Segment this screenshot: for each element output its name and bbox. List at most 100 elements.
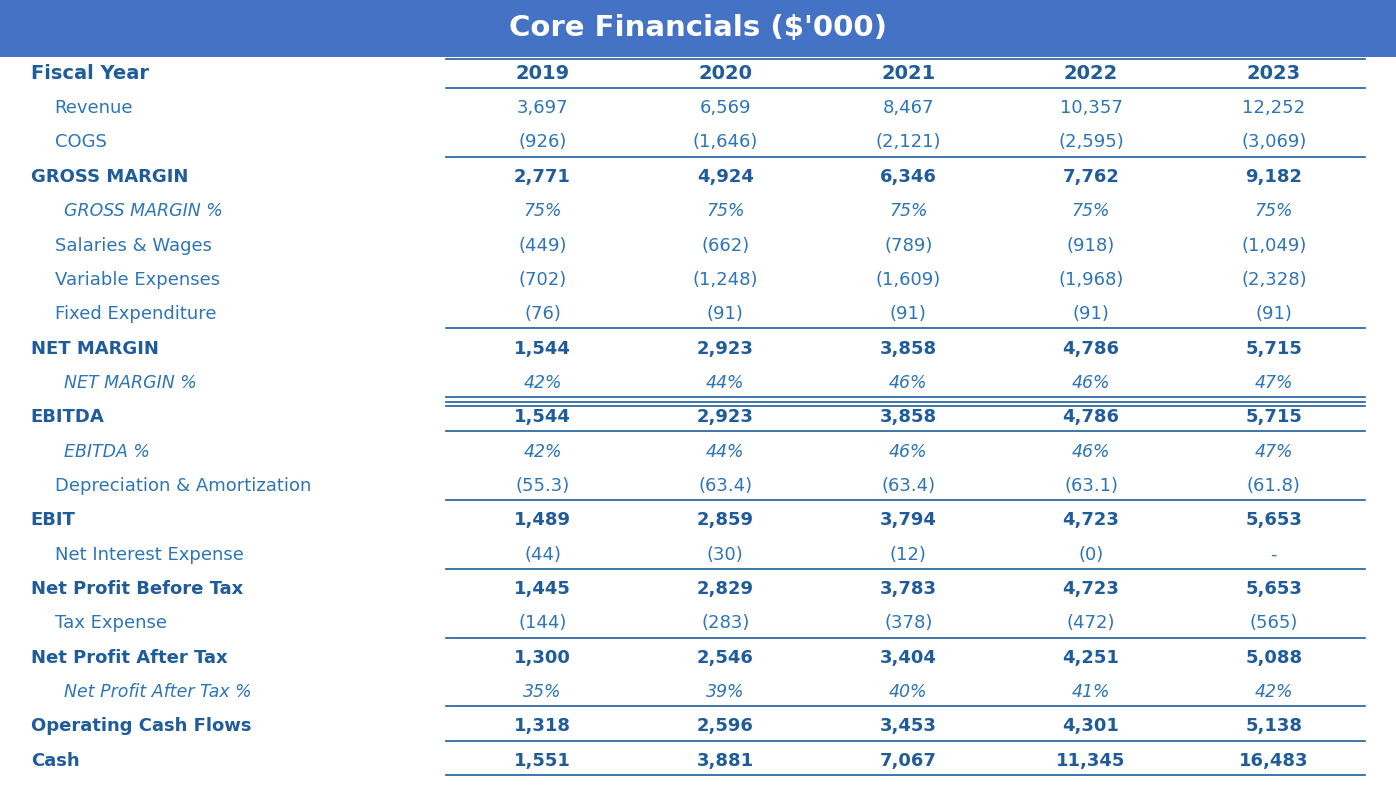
Text: (44): (44): [524, 545, 561, 564]
Text: 2,859: 2,859: [697, 512, 754, 529]
Text: (91): (91): [889, 305, 927, 323]
Text: 1,318: 1,318: [514, 718, 571, 736]
Text: 47%: 47%: [1255, 374, 1293, 392]
Text: 1,489: 1,489: [514, 512, 571, 529]
Text: 10,357: 10,357: [1060, 99, 1122, 117]
Text: 7,067: 7,067: [879, 752, 937, 769]
Text: (63.4): (63.4): [698, 477, 752, 495]
Text: 75%: 75%: [889, 202, 927, 220]
Text: 42%: 42%: [1255, 683, 1293, 701]
Text: (918): (918): [1067, 237, 1115, 255]
Text: 3,783: 3,783: [879, 580, 937, 598]
Text: (91): (91): [706, 305, 744, 323]
Text: 4,251: 4,251: [1062, 648, 1120, 667]
Text: 46%: 46%: [1072, 443, 1110, 461]
Text: (662): (662): [701, 237, 750, 255]
Text: (91): (91): [1072, 305, 1110, 323]
Text: 3,453: 3,453: [879, 718, 937, 736]
Text: 3,794: 3,794: [879, 512, 937, 529]
Text: 1,544: 1,544: [514, 408, 571, 426]
Text: 42%: 42%: [524, 443, 561, 461]
Text: Core Financials ($'000): Core Financials ($'000): [510, 14, 886, 42]
Text: 2,771: 2,771: [514, 168, 571, 185]
Text: (472): (472): [1067, 615, 1115, 633]
Text: -: -: [1270, 545, 1277, 564]
Text: (63.4): (63.4): [881, 477, 935, 495]
Text: 1,544: 1,544: [514, 340, 571, 358]
Text: Fixed Expenditure: Fixed Expenditure: [54, 305, 216, 323]
Text: 3,697: 3,697: [517, 99, 568, 117]
Text: Variable Expenses: Variable Expenses: [54, 271, 219, 289]
Text: 2,923: 2,923: [697, 408, 754, 426]
Text: 3,858: 3,858: [879, 340, 937, 358]
Text: (2,121): (2,121): [875, 134, 941, 152]
Text: 12,252: 12,252: [1242, 99, 1305, 117]
Text: 4,924: 4,924: [697, 168, 754, 185]
Text: 75%: 75%: [1255, 202, 1293, 220]
Text: 1,300: 1,300: [514, 648, 571, 667]
Text: Salaries & Wages: Salaries & Wages: [54, 237, 212, 255]
Text: 2021: 2021: [881, 64, 935, 83]
Text: Net Profit Before Tax: Net Profit Before Tax: [31, 580, 243, 598]
Text: (449): (449): [518, 237, 567, 255]
Text: 2,923: 2,923: [697, 340, 754, 358]
Text: 5,653: 5,653: [1245, 580, 1302, 598]
Text: 2019: 2019: [515, 64, 570, 83]
Text: 2023: 2023: [1247, 64, 1301, 83]
Text: 46%: 46%: [889, 374, 927, 392]
Text: 9,182: 9,182: [1245, 168, 1302, 185]
Text: 11,345: 11,345: [1057, 752, 1125, 769]
Text: 46%: 46%: [1072, 374, 1110, 392]
Text: 41%: 41%: [1072, 683, 1110, 701]
Text: 44%: 44%: [706, 374, 744, 392]
Text: (30): (30): [706, 545, 744, 564]
Text: 75%: 75%: [524, 202, 561, 220]
Text: (2,328): (2,328): [1241, 271, 1307, 289]
Text: (565): (565): [1249, 615, 1298, 633]
Text: 42%: 42%: [524, 374, 561, 392]
FancyBboxPatch shape: [0, 0, 1396, 57]
Text: (1,968): (1,968): [1058, 271, 1124, 289]
Text: 5,715: 5,715: [1245, 340, 1302, 358]
Text: 47%: 47%: [1255, 443, 1293, 461]
Text: Cash: Cash: [31, 752, 80, 769]
Text: 7,762: 7,762: [1062, 168, 1120, 185]
Text: Net Profit After Tax: Net Profit After Tax: [31, 648, 228, 667]
Text: 4,301: 4,301: [1062, 718, 1120, 736]
Text: (378): (378): [884, 615, 933, 633]
Text: GROSS MARGIN %: GROSS MARGIN %: [64, 202, 223, 220]
Text: (55.3): (55.3): [515, 477, 570, 495]
Text: 2,829: 2,829: [697, 580, 754, 598]
Text: (76): (76): [524, 305, 561, 323]
Text: Depreciation & Amortization: Depreciation & Amortization: [54, 477, 311, 495]
Text: 4,723: 4,723: [1062, 512, 1120, 529]
Text: 75%: 75%: [1072, 202, 1110, 220]
Text: (63.1): (63.1): [1064, 477, 1118, 495]
Text: 4,786: 4,786: [1062, 408, 1120, 426]
Text: (2,595): (2,595): [1058, 134, 1124, 152]
Text: 5,715: 5,715: [1245, 408, 1302, 426]
Text: 75%: 75%: [706, 202, 744, 220]
Text: Fiscal Year: Fiscal Year: [31, 64, 149, 83]
Text: Net Interest Expense: Net Interest Expense: [54, 545, 244, 564]
Text: GROSS MARGIN: GROSS MARGIN: [31, 168, 188, 185]
Text: 16,483: 16,483: [1240, 752, 1308, 769]
Text: (0): (0): [1078, 545, 1104, 564]
Text: (1,049): (1,049): [1241, 237, 1307, 255]
Text: 3,404: 3,404: [879, 648, 937, 667]
Text: 2,546: 2,546: [697, 648, 754, 667]
Text: 35%: 35%: [524, 683, 561, 701]
Text: EBIT: EBIT: [31, 512, 75, 529]
Text: (91): (91): [1255, 305, 1293, 323]
Text: 5,138: 5,138: [1245, 718, 1302, 736]
Text: EBITDA: EBITDA: [31, 408, 105, 426]
Text: (3,069): (3,069): [1241, 134, 1307, 152]
Text: EBITDA %: EBITDA %: [64, 443, 149, 461]
Text: 1,445: 1,445: [514, 580, 571, 598]
Text: (1,609): (1,609): [875, 271, 941, 289]
Text: NET MARGIN %: NET MARGIN %: [64, 374, 197, 392]
Text: 46%: 46%: [889, 443, 927, 461]
Text: 39%: 39%: [706, 683, 744, 701]
Text: COGS: COGS: [54, 134, 106, 152]
Text: 3,881: 3,881: [697, 752, 754, 769]
